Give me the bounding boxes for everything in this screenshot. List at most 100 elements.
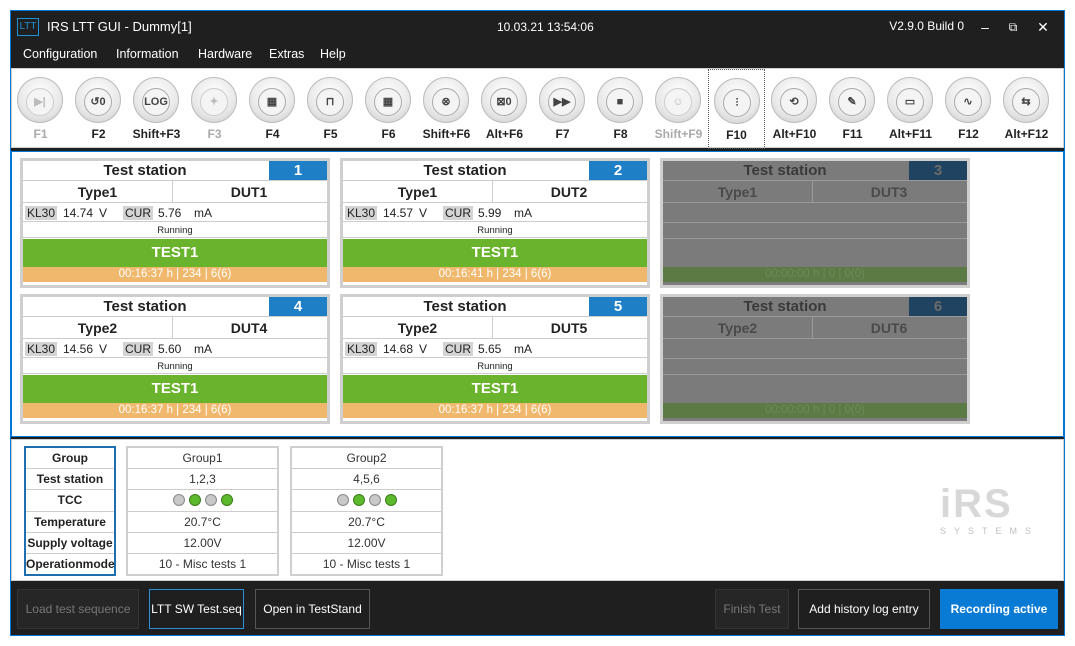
- toolbar-button-alt-f6[interactable]: ⊠0 Alt+F6: [476, 69, 533, 149]
- fast-forward-icon-glyph: ▶▶: [548, 88, 576, 116]
- toolbar-button-f3[interactable]: ✦ F3: [186, 69, 243, 149]
- station-time: 00:16:37 h | 234 | 6(6): [23, 403, 327, 418]
- station-type: Type2: [343, 317, 493, 339]
- pulse-icon: ∿: [945, 77, 991, 123]
- toolbar-button-shift-f6[interactable]: ⊗ Shift+F6: [418, 69, 475, 149]
- toolbar-button-label: F6: [381, 127, 396, 141]
- menu-configuration[interactable]: Configuration: [23, 47, 98, 61]
- pulse-icon-glyph: ∿: [954, 88, 982, 116]
- test-station-card-3[interactable]: Test station 3 Type1 DUT3 00:00:00 h | 0 | 0…: [660, 158, 970, 288]
- group1-column[interactable]: Group1 1,2,3 20.7°C 12.00V 10 - Misc tes…: [126, 446, 279, 576]
- irs-logo-text: iRS: [940, 482, 1013, 526]
- toolbar-button-label: Alt+F11: [888, 127, 933, 141]
- add-history-log-button[interactable]: Add history log entry: [798, 589, 930, 629]
- calendar-delete-icon-glyph: ▦: [374, 88, 402, 116]
- menu-bar: Configuration Information Hardware Extra…: [11, 43, 1064, 67]
- test-station-card-2[interactable]: Test station 2 Type1 DUT2 KL30 14.57 V CUR 5.99 m…: [340, 158, 650, 288]
- toolbar-button-f4[interactable]: ▦ F4: [244, 69, 301, 149]
- station-number: 6: [909, 297, 967, 316]
- label-supply-voltage: Supply voltage: [26, 533, 114, 554]
- app-logo-icon: LTT: [17, 18, 39, 36]
- kl30-tag: KL30: [25, 206, 58, 220]
- stop-icon: ■: [597, 77, 643, 123]
- station-test-name: TEST1: [23, 239, 327, 267]
- group-voltage: 12.00V: [128, 533, 277, 554]
- toolbar-button-f1[interactable]: ▶| F1: [12, 69, 69, 149]
- tcc-off-icon: [368, 494, 381, 507]
- kl30-unit: V: [99, 206, 108, 220]
- open-teststand-button[interactable]: Open in TestStand: [255, 589, 370, 629]
- kl30-value: 14.74: [63, 206, 94, 220]
- tcc-on-icon: [352, 494, 365, 507]
- toolbar-button-label: Alt+F10: [772, 127, 817, 141]
- station-type-row: Type2 DUT4: [23, 317, 327, 339]
- main-window: LTT IRS LTT GUI - Dummy[1] 10.03.21 13:5…: [10, 10, 1065, 636]
- station-state: Running: [343, 223, 647, 238]
- stop-icon-glyph: ■: [606, 88, 634, 116]
- station-state: Running: [23, 223, 327, 238]
- menu-extras[interactable]: Extras: [269, 47, 305, 61]
- toolbar-button-f10[interactable]: ⫶ F10: [708, 69, 765, 149]
- toolbar-button-alt-f10[interactable]: ⟲ Alt+F10: [766, 69, 823, 149]
- test-station-card-1[interactable]: Test station 1 Type1 DUT1 KL30 14.74 V CUR 5.76 m…: [20, 158, 330, 288]
- toolbar-button-label: Alt+F6: [485, 127, 523, 141]
- station-title: Test station: [743, 298, 827, 315]
- wand-icon-glyph: ✦: [200, 88, 228, 116]
- menu-hardware[interactable]: Hardware: [198, 47, 253, 61]
- sequence-file-button[interactable]: LTT SW Test.seq: [149, 589, 244, 629]
- toolbar-button-f11[interactable]: ✎ F11: [824, 69, 881, 149]
- menu-information[interactable]: Information: [116, 47, 179, 61]
- calculator-icon: ▦: [249, 77, 295, 123]
- wand-icon: ✦: [191, 77, 237, 123]
- toolbar-button-label: F12: [958, 127, 979, 141]
- toolbar-button-f6[interactable]: ▦ F6: [360, 69, 417, 149]
- station-dut: DUT6: [870, 320, 908, 336]
- datetime-display: 10.03.21 13:54:06: [497, 20, 594, 34]
- station-type-row: Type1 DUT1: [23, 181, 327, 203]
- close-icon[interactable]: ✕: [1037, 19, 1049, 35]
- test-station-card-4[interactable]: Test station 4 Type2 DUT4 KL30 14.56 V CUR 5.60 m…: [20, 294, 330, 424]
- fast-forward-icon: ▶▶: [539, 77, 585, 123]
- toolbar-button-alt-f12[interactable]: ⇆ Alt+F12: [998, 69, 1055, 149]
- toolbar-button-f7[interactable]: ▶▶ F7: [534, 69, 591, 149]
- station-number: 2: [589, 161, 647, 180]
- test-station-card-6[interactable]: Test station 6 Type2 DUT6 00:00:00 h | 0 | 0…: [660, 294, 970, 424]
- monitor-icon-glyph: ▭: [896, 88, 924, 116]
- bottom-bar: Load test sequence LTT SW Test.seq Open …: [11, 583, 1064, 635]
- test-station-card-5[interactable]: Test station 5 Type2 DUT5 KL30 14.68 V CUR 5.65 m…: [340, 294, 650, 424]
- maximize-icon[interactable]: ⧉: [1008, 20, 1018, 34]
- calendar-delete-icon: ▦: [365, 77, 411, 123]
- sliders-icon-glyph: ⫶: [723, 89, 751, 117]
- station-type: Type2: [663, 317, 813, 339]
- station-number: 4: [269, 297, 327, 316]
- group-name: Group2: [292, 448, 441, 470]
- toolbar-button-shift-f3[interactable]: LOG Shift+F3: [128, 69, 185, 149]
- log-icon: LOG: [133, 77, 179, 123]
- toolbar-button-label: F5: [323, 127, 338, 141]
- group-stations: 4,5,6: [292, 469, 441, 491]
- tcc-on-icon: [220, 494, 233, 507]
- kl30-tag: KL30: [25, 342, 58, 356]
- function-toolbar: ▶| F1 ↺0 F2 LOG Shift+F3 ✦ F3 ▦ F4 ⊓ F5 ▦ F6 ⊗ Shift+F6…: [11, 68, 1064, 149]
- empty-row-divider: [663, 222, 967, 223]
- toolbar-button-f8[interactable]: ■ F8: [592, 69, 649, 149]
- minimize-icon[interactable]: –: [981, 19, 989, 35]
- toolbar-button-shift-f9[interactable]: ☺ Shift+F9: [650, 69, 707, 149]
- station-dut: DUT4: [230, 320, 268, 336]
- load-test-sequence-button[interactable]: Load test sequence: [17, 589, 139, 629]
- skip-icon-glyph: ▶|: [26, 88, 54, 116]
- group2-column[interactable]: Group2 4,5,6 20.7°C 12.00V 10 - Misc tes…: [290, 446, 443, 576]
- toolbar-button-f5[interactable]: ⊓ F5: [302, 69, 359, 149]
- groups-panel: Group Test station TCC Temperature Suppl…: [11, 439, 1064, 581]
- toolbar-button-f12[interactable]: ∿ F12: [940, 69, 997, 149]
- toolbar-button-alt-f11[interactable]: ▭ Alt+F11: [882, 69, 939, 149]
- toolbar-button-f2[interactable]: ↺0 F2: [70, 69, 127, 149]
- recording-active-button[interactable]: Recording active: [940, 589, 1058, 629]
- toolbar-button-label: F10: [726, 128, 747, 142]
- station-header: Test station 1: [23, 161, 327, 181]
- tcc-off-icon: [204, 494, 217, 507]
- menu-help[interactable]: Help: [320, 47, 346, 61]
- finish-test-button[interactable]: Finish Test: [715, 589, 789, 629]
- station-test-name: TEST1: [343, 375, 647, 403]
- label-tcc: TCC: [26, 490, 114, 512]
